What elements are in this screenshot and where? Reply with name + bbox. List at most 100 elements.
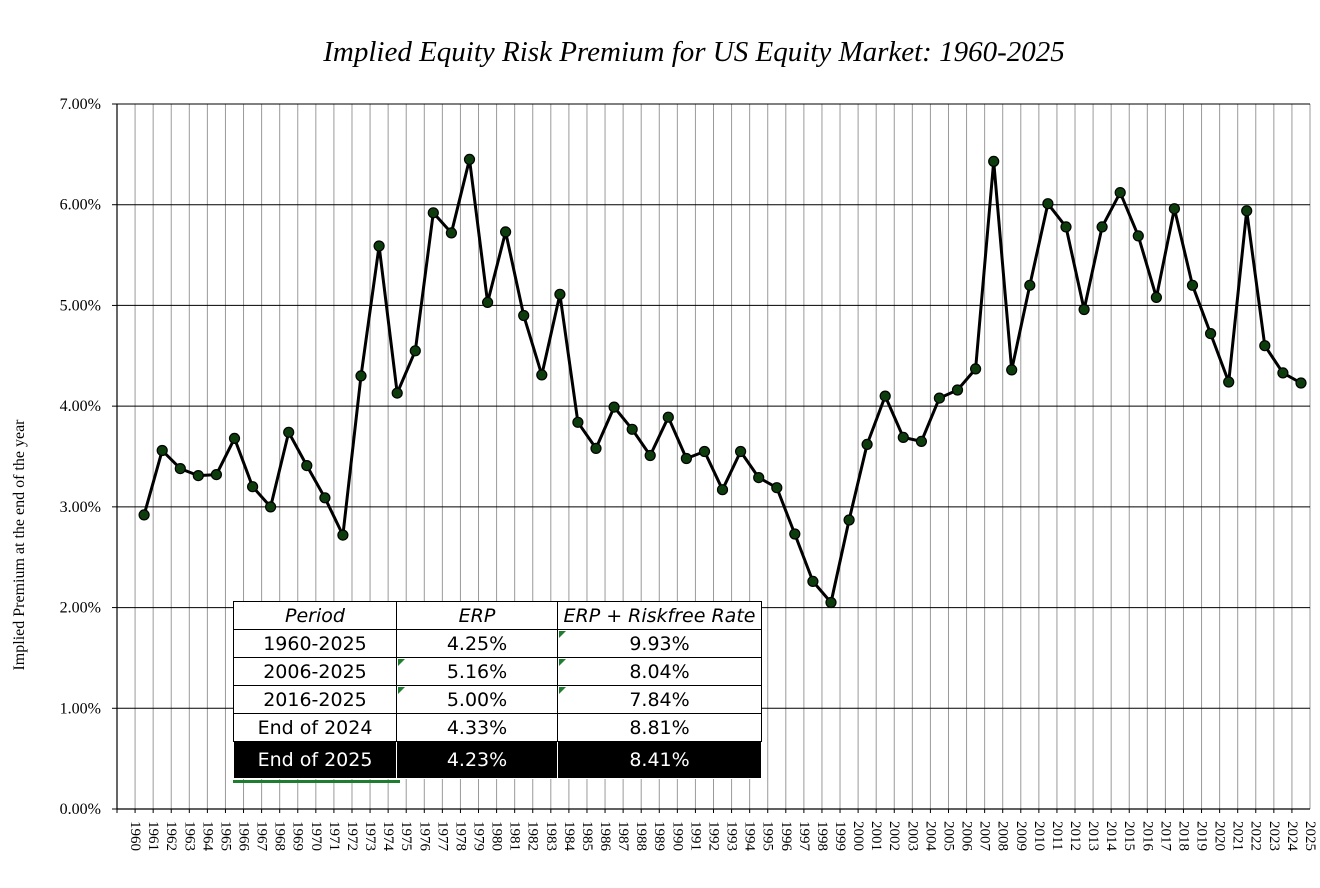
data-point [1114, 187, 1126, 199]
data-point [933, 392, 946, 404]
y-tick-label: 1.00% [60, 700, 101, 717]
data-point [337, 529, 349, 541]
data-point [409, 345, 421, 357]
x-tick-label: 2024 [1284, 821, 1300, 852]
data-point [1150, 291, 1163, 303]
x-tick-label: 1991 [687, 821, 703, 851]
cell-erp[interactable]: 4.23% [396, 741, 558, 779]
cell-erp[interactable]: 5.16% [396, 657, 558, 686]
y-tick-labels: 0.00% 1.00% 2.00% 3.00% 4.00% 5.00% 6.00% 7.00% [60, 96, 101, 818]
cell-erp-riskfree[interactable]: 8.81% [557, 713, 762, 742]
cell-erp[interactable]: 4.33% [396, 713, 558, 742]
x-tick-label: 2018 [1175, 821, 1191, 851]
x-tick-label: 1968 [272, 821, 288, 851]
data-point [463, 153, 476, 165]
x-tick-label: 1975 [398, 821, 414, 851]
data-point [1241, 205, 1253, 217]
data-point [879, 390, 891, 402]
x-tick-label: 1997 [796, 821, 812, 852]
cell-period[interactable]: 1960-2025 [233, 629, 397, 658]
data-point [391, 387, 403, 399]
y-tick-label: 7.00% [60, 96, 101, 113]
data-point [1259, 340, 1271, 352]
data-point [988, 155, 1000, 167]
table-row: 2016-2025 5.00% 7.84% [233, 685, 762, 714]
data-point [915, 435, 928, 447]
x-tick-label: 2007 [977, 821, 993, 852]
data-point [156, 444, 168, 457]
table-row: End of 2024 4.33% 8.81% [233, 713, 762, 742]
cell-flag-icon [398, 659, 405, 666]
x-tick-label: 1971 [326, 821, 342, 851]
x-tick-label: 1983 [543, 821, 559, 851]
cell-period[interactable]: End of 2024 [233, 713, 397, 742]
x-tick-label: 2011 [1049, 821, 1065, 850]
x-tick-label: 2020 [1212, 821, 1228, 851]
data-point [680, 452, 693, 465]
cell-erp-riskfree[interactable]: 8.41% [557, 741, 762, 779]
x-tick-label: 2013 [1085, 821, 1101, 851]
x-tick-label: 1970 [308, 821, 324, 851]
cell-erp-value: 5.00% [446, 688, 508, 711]
x-tick-label: 2023 [1266, 821, 1282, 851]
data-point [1277, 367, 1289, 379]
cell-erp-riskfree-value: 8.04% [629, 660, 690, 683]
data-point [1078, 303, 1090, 316]
cell-erp-riskfree[interactable]: 7.84% [557, 685, 762, 714]
x-tick-label: 1984 [561, 821, 577, 852]
data-point [698, 445, 711, 458]
cell-flag-icon [559, 631, 566, 638]
x-tick-label: 1987 [615, 821, 631, 852]
cell-period[interactable]: End of 2025 [233, 741, 397, 779]
data-point [825, 596, 837, 609]
cell-period[interactable]: 2006-2025 [233, 657, 397, 686]
x-tick-label: 1994 [742, 821, 758, 852]
data-point [482, 296, 494, 308]
cell-flag-icon [398, 687, 405, 694]
data-point [1042, 198, 1054, 210]
data-point [897, 431, 909, 443]
y-tick-label: 0.00% [60, 801, 101, 818]
data-point [500, 226, 512, 238]
chart-title: Implied Equity Risk Premium for US Equit… [322, 36, 1065, 68]
x-tick-label: 2021 [1230, 821, 1246, 851]
data-point [861, 438, 873, 450]
x-tick-labels: 1960 1961 1962 1963 1964 1965 1966 1967 1968 1969… [127, 821, 1318, 852]
x-tick-label: 1985 [579, 821, 595, 851]
data-point [716, 484, 729, 496]
x-tick-label: 1972 [344, 821, 360, 851]
table-row-highlight: End of 2025 4.23% 8.41% [233, 741, 762, 779]
x-tick-label: 1976 [416, 821, 432, 852]
x-tick-label: 1969 [290, 821, 306, 851]
data-point [951, 384, 964, 396]
data-point [265, 501, 277, 513]
x-tick-label: 1992 [705, 821, 721, 851]
data-point [734, 445, 747, 458]
data-point [662, 411, 674, 423]
table-row: 1960-2025 4.25% 9.93% [233, 629, 762, 658]
cell-erp-riskfree[interactable]: 9.93% [557, 629, 762, 658]
data-point [1223, 376, 1235, 388]
y-tick-label: 2.00% [60, 600, 101, 617]
header-period: Period [233, 601, 397, 630]
cell-erp-riskfree[interactable]: 8.04% [557, 657, 762, 686]
x-tick-label: 1977 [434, 821, 450, 852]
x-tick-label: 1962 [163, 821, 179, 851]
cell-erp[interactable]: 5.00% [396, 685, 558, 714]
cell-erp[interactable]: 4.25% [396, 629, 558, 658]
data-point [319, 492, 331, 504]
data-point [210, 469, 222, 481]
x-tick-label: 1960 [127, 821, 143, 851]
data-point [626, 423, 638, 435]
data-point [536, 369, 548, 381]
x-tick-label: 1979 [470, 821, 486, 851]
data-point [644, 449, 656, 462]
x-tick-label: 2015 [1121, 821, 1137, 851]
x-tick-label: 1986 [597, 821, 613, 852]
x-tick-label: 1999 [832, 821, 848, 851]
series-line [142, 157, 1302, 604]
cell-period[interactable]: 2016-2025 [233, 685, 397, 714]
x-tick-label: 1974 [380, 821, 396, 852]
x-tick-label: 2010 [1031, 821, 1047, 851]
data-point [1186, 279, 1199, 291]
